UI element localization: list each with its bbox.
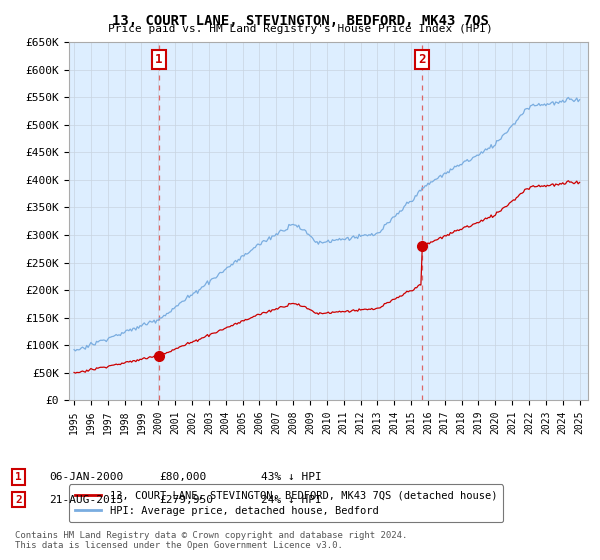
Text: £80,000: £80,000 [159,472,206,482]
Legend: 13, COURT LANE, STEVINGTON, BEDFORD, MK43 7QS (detached house), HPI: Average pri: 13, COURT LANE, STEVINGTON, BEDFORD, MK4… [69,484,503,522]
Text: 2: 2 [15,494,22,505]
Text: £279,950: £279,950 [159,494,213,505]
Text: 24% ↓ HPI: 24% ↓ HPI [261,494,322,505]
Text: Contains HM Land Registry data © Crown copyright and database right 2024.
This d: Contains HM Land Registry data © Crown c… [15,531,407,550]
Text: 1: 1 [155,53,163,66]
Text: 2: 2 [418,53,425,66]
Text: Price paid vs. HM Land Registry's House Price Index (HPI): Price paid vs. HM Land Registry's House … [107,24,493,34]
Text: 1: 1 [15,472,22,482]
Text: 06-JAN-2000: 06-JAN-2000 [49,472,124,482]
Text: 43% ↓ HPI: 43% ↓ HPI [261,472,322,482]
Text: 13, COURT LANE, STEVINGTON, BEDFORD, MK43 7QS: 13, COURT LANE, STEVINGTON, BEDFORD, MK4… [112,14,488,28]
Text: 21-AUG-2015: 21-AUG-2015 [49,494,124,505]
